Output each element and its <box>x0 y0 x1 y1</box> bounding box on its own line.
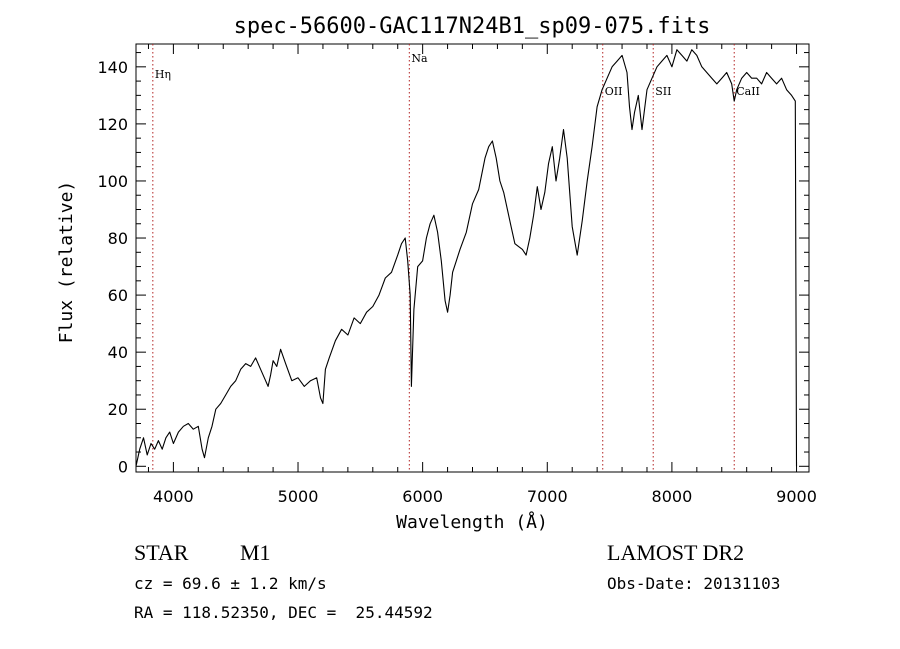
line-marker-label: CaII <box>736 85 760 98</box>
x-tick-label: 8000 <box>652 487 693 506</box>
line-marker-label: Na <box>411 52 428 65</box>
x-tick-label: 5000 <box>278 487 319 506</box>
x-axis-label: Wavelength (Å) <box>396 511 548 533</box>
y-axis-label: Flux (relative) <box>56 181 77 344</box>
axes: 4000 5000 6000 7000 8000 9000 0 20 40 60 80 100 120 1… <box>97 43 817 506</box>
y-tick-label: 20 <box>108 400 128 419</box>
line-markers: Hη Na OII SII CaII <box>152 44 760 472</box>
object-class: STAR <box>134 540 189 565</box>
y-tick-label: 140 <box>97 58 128 77</box>
y-tick-label: 120 <box>97 115 128 134</box>
redshift-velocity: cz = 69.6 ± 1.2 km/s <box>134 574 327 593</box>
y-tick-label: 60 <box>108 286 128 305</box>
y-tick-label: 0 <box>118 457 128 476</box>
x-tick-label: 9000 <box>776 487 817 506</box>
spectrum-chart: spec-56600-GAC117N24B1_sp09-075.fits 400… <box>56 14 817 533</box>
x-tick-label: 7000 <box>527 487 568 506</box>
survey-name: LAMOST DR2 <box>607 540 745 565</box>
observation-date: Obs-Date: 20131103 <box>607 574 781 593</box>
spectrum-line <box>135 49 798 467</box>
y-tick-label: 80 <box>108 229 128 248</box>
y-tick-label: 40 <box>108 343 128 362</box>
y-tick-label: 100 <box>97 172 128 191</box>
line-marker-label: Hη <box>155 68 171 81</box>
line-marker-label: SII <box>655 85 671 98</box>
x-tick-label: 6000 <box>402 487 443 506</box>
spectrum-series <box>135 49 798 467</box>
chart-title: spec-56600-GAC117N24B1_sp09-075.fits <box>234 14 711 39</box>
plot-frame <box>135 43 810 473</box>
coordinates: RA = 118.52350, DEC = 25.44592 <box>134 603 433 622</box>
line-marker-label: OII <box>605 85 623 98</box>
object-subclass: M1 <box>240 540 271 565</box>
x-tick-label: 4000 <box>153 487 194 506</box>
